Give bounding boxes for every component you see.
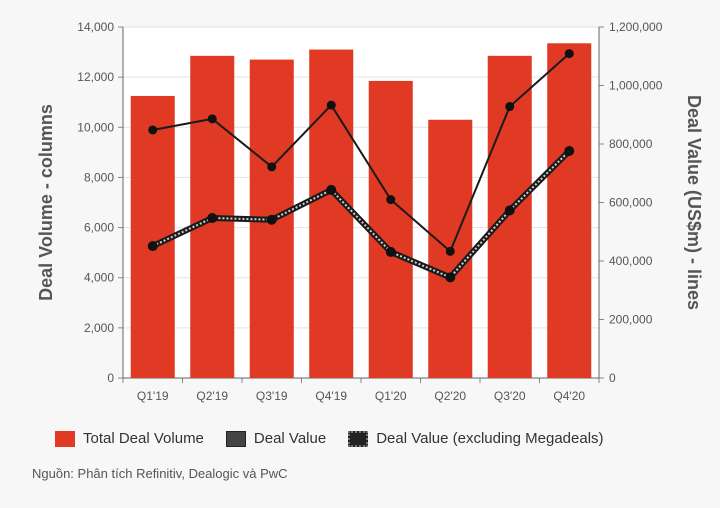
chart: 0 2,000 4,000 6,000 8,000 10,000 12,000 14,000 0…: [36, 20, 704, 403]
series-point: [386, 195, 396, 205]
x-tick-label: Q2'19: [196, 389, 228, 403]
bar: [547, 43, 592, 379]
y2-tick-label: 400,000: [609, 254, 653, 268]
y-tick-label: 4,000: [84, 271, 114, 285]
series-point: [207, 114, 217, 124]
series-point: [564, 49, 574, 59]
series-line-dotted: [152, 150, 570, 279]
y-tick-label: 10,000: [77, 120, 114, 134]
x-tick-label: Q1'20: [375, 389, 407, 403]
legend-label: Total Deal Volume: [83, 430, 204, 447]
legend-item-deal-value: Deal Value: [225, 430, 327, 447]
legend-item-total-deal-volume: Total Deal Volume: [55, 430, 204, 447]
legend-item-deal-value-excl: Deal Value (excluding Megadeals): [348, 430, 604, 447]
bar: [309, 49, 354, 379]
series-point: [147, 241, 158, 252]
source-note: Nguồn: Phân tích Refinitiv, Dealogic và …: [32, 466, 288, 481]
bar: [368, 80, 413, 379]
y-tick-label: 6,000: [84, 221, 114, 235]
y-tick-label: 12,000: [77, 70, 114, 84]
series-line-solid: [152, 52, 570, 254]
legend-label: Deal Value: [253, 430, 327, 447]
x-tick-label: Q2'20: [434, 389, 466, 403]
legend-swatch-line: [225, 430, 246, 447]
series-point: [445, 246, 455, 256]
y-tick-label: 8,000: [84, 170, 114, 184]
series-point: [148, 125, 158, 135]
y-tick-label: 0: [107, 371, 114, 385]
series-point: [207, 213, 218, 224]
series-point: [326, 100, 336, 110]
y2-tick-label: 0: [609, 371, 616, 385]
y2-tick-label: 1,000,000: [609, 79, 663, 93]
y2-tick-label: 600,000: [609, 196, 653, 210]
y2-tick-label: 800,000: [609, 137, 653, 151]
y2-tick-label: 200,000: [609, 313, 653, 327]
y-tick-label: 14,000: [77, 20, 114, 34]
series-point: [504, 205, 515, 216]
series-point: [385, 246, 396, 257]
y-tick-label: 2,000: [84, 321, 114, 335]
legend-swatch-bar: [55, 430, 75, 447]
x-tick-label: Q1'19: [137, 389, 169, 403]
legend-swatch-dotted: [348, 430, 369, 447]
series-point: [267, 162, 277, 172]
y2-axis-title: Deal Value (US$m) - lines: [684, 95, 704, 310]
x-tick-label: Q3'20: [494, 389, 526, 403]
series-point: [266, 214, 277, 225]
y2-tick-label: 1,200,000: [609, 20, 663, 34]
series-point: [326, 184, 337, 195]
y-axis-title: Deal Volume - columns: [36, 104, 56, 301]
legend: Total Deal Volume Deal Value Deal Value …: [55, 430, 626, 447]
x-tick-label: Q4'19: [315, 389, 347, 403]
x-tick-label: Q4'20: [553, 389, 585, 403]
x-tick-label: Q3'19: [256, 389, 288, 403]
legend-label: Deal Value (excluding Megadeals): [376, 430, 604, 447]
series-point: [564, 146, 575, 157]
series-point: [505, 102, 515, 112]
series-point: [445, 272, 456, 283]
